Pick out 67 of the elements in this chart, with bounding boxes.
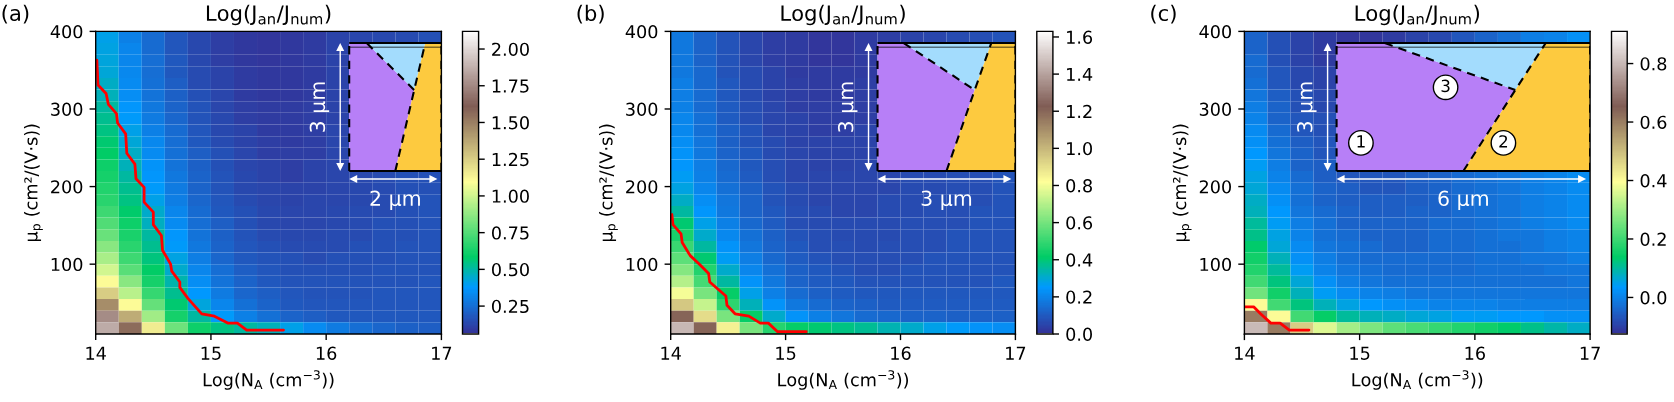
color-bar-label: 1.75 (492, 79, 529, 93)
annotation: 3 μm (309, 82, 330, 132)
color-bar-label: 1.25 (492, 152, 529, 167)
x-tick-label: 17 (1006, 346, 1026, 360)
text: (a) (2, 4, 29, 24)
color-bar-label: 1.0 (1067, 141, 1092, 156)
annotation: 3 μm (921, 190, 972, 211)
x-tick-label: 16 (316, 346, 337, 360)
color-bar-label: 0.6 (1066, 216, 1093, 230)
chart-title: Log(J$_{an}$/J$_{num}$) (781, 4, 905, 26)
y-axis-title: μ$_{p}$ (cm²/(V·s)) (23, 124, 43, 242)
text: (b) (577, 4, 604, 24)
y-tick-label: 300 (626, 102, 658, 116)
y-tick-label: 300 (51, 102, 83, 116)
color-bar-label: 2.00 (492, 42, 529, 56)
y-tick-label: 200 (1199, 180, 1232, 194)
x-tick-label: 15 (1350, 346, 1370, 360)
annotation: 3 μm (837, 82, 858, 132)
y-tick-label: 300 (1199, 102, 1232, 116)
annotation: 3 (1441, 79, 1450, 93)
x-tick-label: 16 (1465, 346, 1485, 360)
annotation: 3 μm (1297, 82, 1317, 132)
x-tick-label: 15 (201, 346, 221, 360)
text: (c) (1151, 4, 1176, 24)
y-tick-label: 100 (51, 257, 83, 272)
y-tick-label: 400 (625, 25, 658, 39)
annotation: 2 (1499, 135, 1508, 148)
annotation: 6 μm (1438, 190, 1488, 211)
color-bar-label: 0.0 (1066, 327, 1092, 341)
annotation: 2 μm (370, 190, 420, 211)
color-bar-label: 0.2 (1066, 290, 1092, 304)
color-bar-label: 0.8 (1640, 57, 1667, 71)
color-bar-label: 1.50 (492, 116, 529, 130)
y-tick-label: 400 (50, 25, 83, 39)
color-bar-label: 0.75 (491, 226, 529, 240)
y-tick-label: 400 (1199, 25, 1232, 39)
color-bar-label: 1.2 (1067, 104, 1092, 118)
color-bar-label: 0.2 (1640, 232, 1666, 246)
x-tick-label: 17 (1580, 346, 1600, 360)
y-tick-label: 200 (626, 180, 658, 194)
y-tick-label: 100 (1200, 257, 1232, 272)
y-axis-title: μ$_{p}$ (cm²/(V·s)) (1172, 124, 1192, 242)
color-bar-label: 1.4 (1067, 67, 1093, 81)
color-bar-label: 1.00 (492, 189, 529, 203)
x-tick-label: 16 (891, 346, 911, 360)
chart-title: Log(J$_{an}$/J$_{num}$) (206, 4, 331, 26)
x-axis-title: Log(N$_{A}$ (cm$^{−3}$)) (1352, 370, 1483, 390)
color-bar-label: 0.6 (1640, 115, 1667, 129)
annotation: 1 (1357, 135, 1365, 148)
color-bar-label: 0.25 (491, 299, 529, 314)
x-axis-title: Log(N$_{A}$ (cm$^{−3}$)) (203, 370, 334, 390)
color-bar-label: 0.4 (1066, 253, 1093, 267)
color-bar-label: 0.0 (1640, 291, 1667, 305)
x-tick-label: 14 (661, 346, 681, 360)
x-tick-label: 14 (1235, 346, 1255, 360)
color-bar-label: 0.4 (1640, 174, 1667, 188)
color-bar-label: 1.6 (1067, 30, 1093, 44)
y-tick-label: 200 (51, 180, 83, 194)
color-bar-label: 0.8 (1066, 179, 1092, 193)
chart-title: Log(J$_{an}$/J$_{num}$) (1355, 4, 1480, 26)
x-axis-title: Log(N$_{A}$ (cm$^{−3}$)) (778, 370, 909, 390)
x-tick-label: 14 (86, 346, 106, 360)
x-tick-label: 17 (432, 346, 452, 360)
x-tick-label: 15 (776, 346, 796, 360)
y-axis-title: μ$_{p}$ (cm²/(V·s)) (598, 124, 618, 242)
y-tick-label: 100 (626, 257, 658, 272)
color-bar-label: 0.50 (491, 262, 529, 277)
